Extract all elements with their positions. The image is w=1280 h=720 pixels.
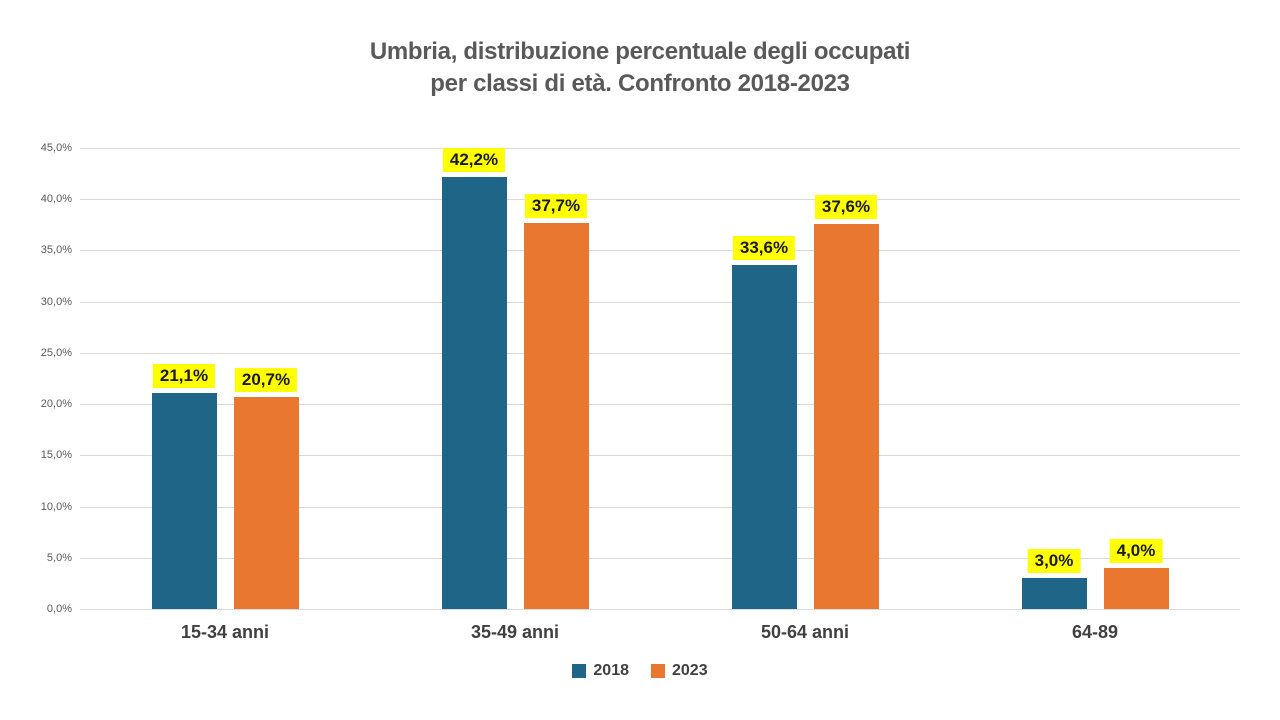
y-tick-label: 40,0% — [40, 193, 72, 206]
gridline — [80, 455, 1240, 457]
value-label-2018-50-64-anni: 33,6% — [732, 235, 796, 260]
y-tick-label: 25,0% — [40, 346, 72, 359]
gridline — [80, 557, 1240, 559]
value-label-2018-64-89: 3,0% — [1027, 549, 1081, 574]
chart-title: Umbria, distribuzione percentuale degli … — [0, 36, 1280, 100]
bar-2023-64-89 — [1103, 568, 1169, 609]
legend-item-2018: 2018 — [572, 662, 629, 680]
x-category-label: 50-64 anni — [760, 622, 850, 642]
gridline — [80, 404, 1240, 406]
legend-swatch-2023 — [651, 664, 665, 678]
bar-2018-35-49-anni — [441, 176, 507, 609]
value-label-2023-35-49-anni: 37,7% — [524, 193, 588, 218]
y-tick-label: 15,0% — [40, 449, 72, 462]
bar-2023-50-64-anni — [813, 223, 879, 609]
bar-2023-35-49-anni — [523, 222, 589, 609]
gridline — [80, 301, 1240, 303]
legend-item-2023: 2023 — [651, 662, 708, 680]
gridline — [80, 506, 1240, 508]
gridline — [80, 199, 1240, 201]
y-tick-label: 35,0% — [40, 244, 72, 257]
gridline — [80, 609, 1240, 610]
plot-area: 0,0% 5,0% 10,0% 15,0% 20,0% 25,0% 30,0% 35,0% 40… — [41, 142, 1240, 642]
bar-2023-15-34-anni — [233, 396, 299, 609]
value-label-2023-64-89: 4,0% — [1109, 539, 1163, 564]
bar-2018-64-89 — [1021, 578, 1087, 609]
value-label-2023-50-64-anni: 37,6% — [814, 194, 878, 219]
y-tick-label: 45,0% — [40, 142, 72, 154]
x-category-label: 15-34 anni — [180, 622, 270, 642]
y-tick-label: 10,0% — [40, 500, 72, 513]
legend-label-2018: 2018 — [593, 662, 629, 679]
y-tick-label: 30,0% — [40, 295, 72, 308]
y-tick-label: 5,0% — [46, 551, 72, 564]
chart-title-line1: Umbria, distribuzione percentuale degli … — [369, 38, 911, 65]
gridline — [80, 250, 1240, 252]
value-label-2018-15-34-anni: 21,1% — [152, 363, 216, 388]
y-tick-label: 20,0% — [40, 398, 72, 411]
gridline — [80, 148, 1240, 149]
bar-2018-15-34-anni — [151, 392, 217, 609]
legend-swatch-2018 — [572, 664, 587, 678]
legend: 2018 2023 — [0, 662, 1280, 680]
legend-label-2023: 2023 — [672, 662, 708, 679]
chart-title-line2: per classi di età. Confronto 2018-2023 — [430, 70, 850, 97]
x-category-label: 35-49 anni — [470, 622, 560, 642]
y-tick-label: 0,0% — [46, 603, 72, 615]
bar-2018-50-64-anni — [731, 264, 797, 609]
value-label-2018-35-49-anni: 42,2% — [442, 147, 506, 172]
x-category-label: 64-89 — [1071, 622, 1119, 642]
gridline — [80, 352, 1240, 354]
value-label-2023-15-34-anni: 20,7% — [234, 367, 298, 392]
